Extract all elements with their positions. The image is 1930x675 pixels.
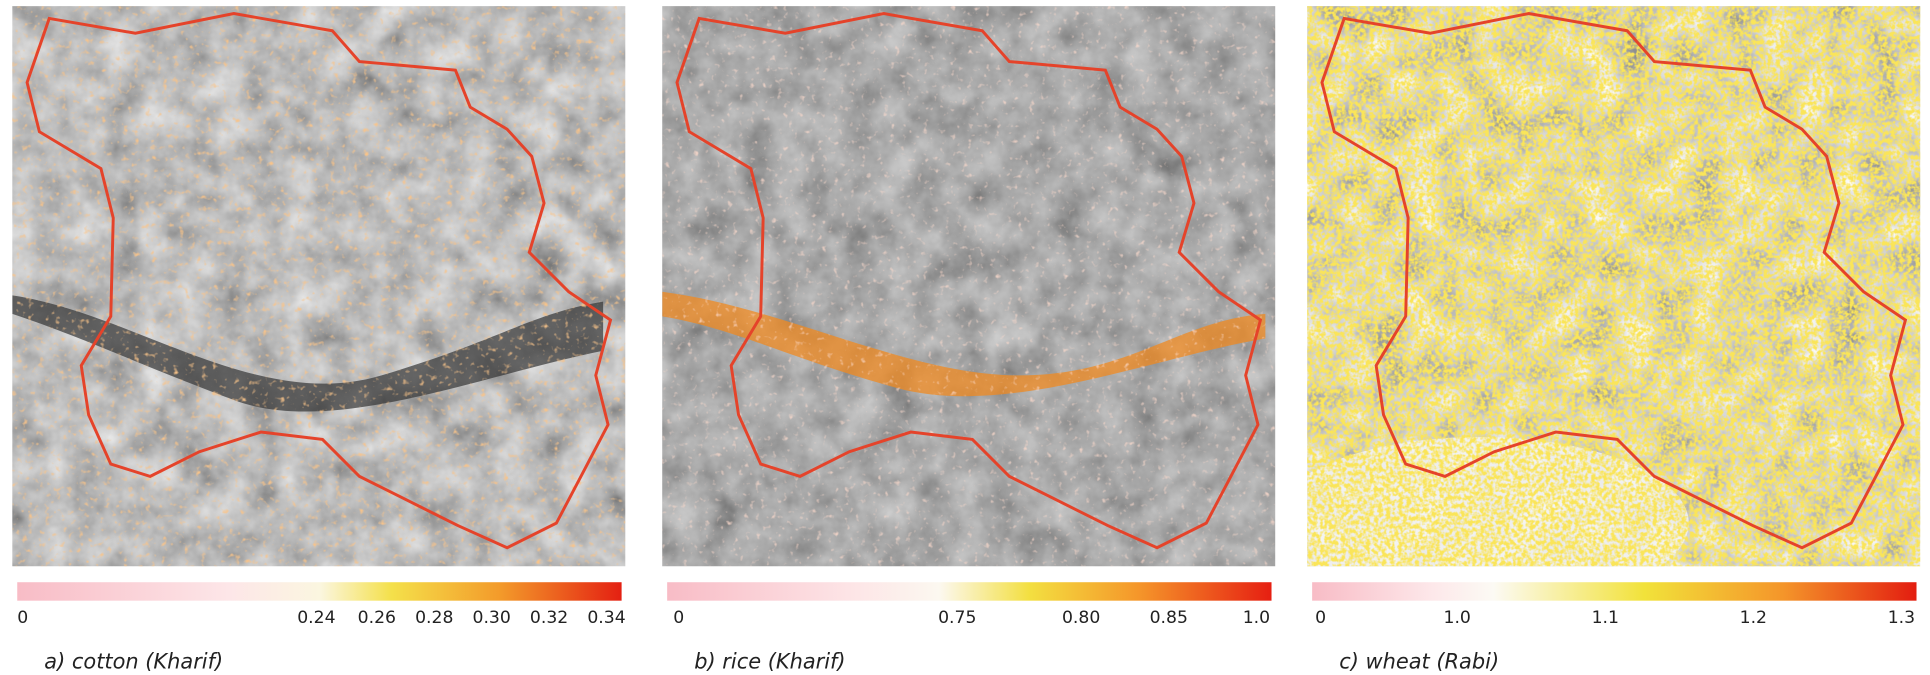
panel: 0 0.75 0.80 0.85 1.0 b) rice (Kharif)	[662, 6, 1275, 673]
figure: 0 0.24 0.26 0.28 0.30 0.32 0.34 a) cotton (Khar…	[0, 0, 1930, 675]
colorbar-tick-label: 0.28	[415, 608, 453, 628]
panel: 0 1.0 1.1 1.2 1.3 c) wheat (Rabi)	[1270, 6, 1920, 673]
colorbar-tick-label: 0.75	[938, 608, 976, 628]
panel-caption: a) cotton (Kharif)	[44, 649, 223, 673]
map-image	[1270, 6, 1920, 609]
colorbar	[1312, 582, 1916, 600]
colorbar-tick-label: 0	[673, 608, 684, 628]
map-image	[662, 6, 1275, 566]
colorbar-tick-label: 0.85	[1150, 608, 1188, 628]
panel-caption: c) wheat (Rabi)	[1339, 649, 1499, 673]
colorbar-tick-label: 0	[17, 608, 28, 628]
colorbar-tick-label: 0.32	[530, 608, 568, 628]
colorbar-tick-label: 0.30	[472, 608, 510, 628]
colorbar-tick-label: 0.24	[297, 608, 335, 628]
colorbar-tick-label: 1.0	[1443, 608, 1470, 628]
figure-content: 0 0.24 0.26 0.28 0.30 0.32 0.34 a) cotton (Khar…	[12, 6, 1920, 673]
colorbar-tick-label: 1.2	[1740, 608, 1767, 628]
colorbar-tick-label: 0.80	[1062, 608, 1100, 628]
panel-caption: b) rice (Kharif)	[694, 649, 845, 673]
crop-pixels	[1307, 6, 1920, 566]
colorbar-tick-label: 0.26	[358, 608, 396, 628]
colorbar-tick-label: 0	[1315, 608, 1326, 628]
map-image	[12, 6, 625, 566]
colorbar	[17, 582, 621, 600]
panel: 0 0.24 0.26 0.28 0.30 0.32 0.34 a) cotton (Khar…	[12, 6, 625, 673]
crop-pixels	[662, 6, 1275, 566]
colorbar-tick-label: 1.0	[1243, 608, 1270, 628]
colorbar	[667, 582, 1271, 600]
colorbar-tick-label: 1.1	[1592, 608, 1619, 628]
crop-pixels	[12, 6, 625, 566]
colorbar-tick-label: 0.34	[587, 608, 625, 628]
colorbar-tick-label: 1.3	[1888, 608, 1915, 628]
